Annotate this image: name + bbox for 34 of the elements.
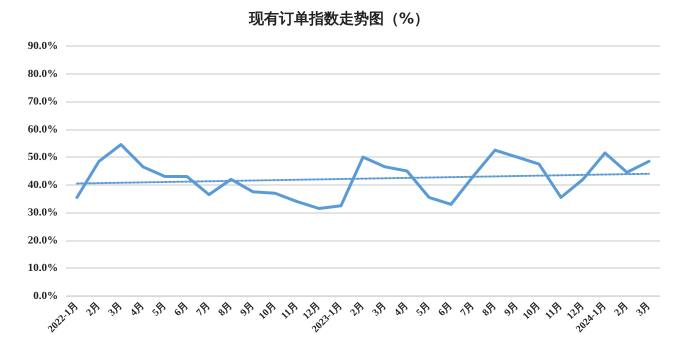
y-tick-label: 40.0% [28, 178, 58, 191]
x-tick-label: 3月 [634, 300, 653, 318]
x-tick-label: 7月 [458, 300, 477, 318]
x-tick-label: 5月 [150, 300, 169, 318]
x-tick-label: 2月 [348, 300, 367, 318]
x-tick-label: 9月 [238, 300, 257, 318]
y-tick-label: 60.0% [28, 123, 58, 136]
x-tick-label: 3月 [370, 300, 389, 318]
x-tick-label: 10月 [520, 300, 543, 322]
y-tick-label: 30.0% [28, 206, 58, 219]
line-series [76, 143, 650, 210]
x-tick-label: 5月 [414, 300, 433, 318]
x-tick-label: 2月 [84, 300, 103, 318]
x-tick-label: 11月 [543, 300, 565, 322]
chart-title: 现有订单指数走势图（%） [248, 10, 430, 28]
y-tick-label: 70.0% [28, 96, 58, 108]
y-tick-label: 10.0% [28, 262, 58, 274]
y-tick-label: 90.0% [28, 40, 58, 52]
x-tick-label: 6月 [436, 300, 455, 318]
y-tick-label: 0.0% [33, 290, 58, 302]
x-tick-label: 3月 [106, 300, 125, 318]
x-tick-label: 4月 [392, 300, 411, 318]
y-tick-label: 20.0% [28, 234, 58, 246]
x-tick-label: 11月 [279, 300, 301, 322]
x-tick-label: 10月 [256, 300, 279, 322]
x-tick-label: 2月 [612, 300, 631, 318]
x-tick-label: 6月 [172, 300, 191, 318]
y-tick-label: 80.0% [28, 68, 58, 80]
x-tick-label: 8月 [480, 300, 499, 318]
x-tick-label: 9月 [502, 300, 521, 318]
x-tick-label: 4月 [128, 300, 147, 318]
y-tick-label: 50.0% [28, 151, 58, 164]
x-tick-label: 8月 [216, 300, 235, 318]
x-tick-label: 7月 [194, 300, 213, 318]
